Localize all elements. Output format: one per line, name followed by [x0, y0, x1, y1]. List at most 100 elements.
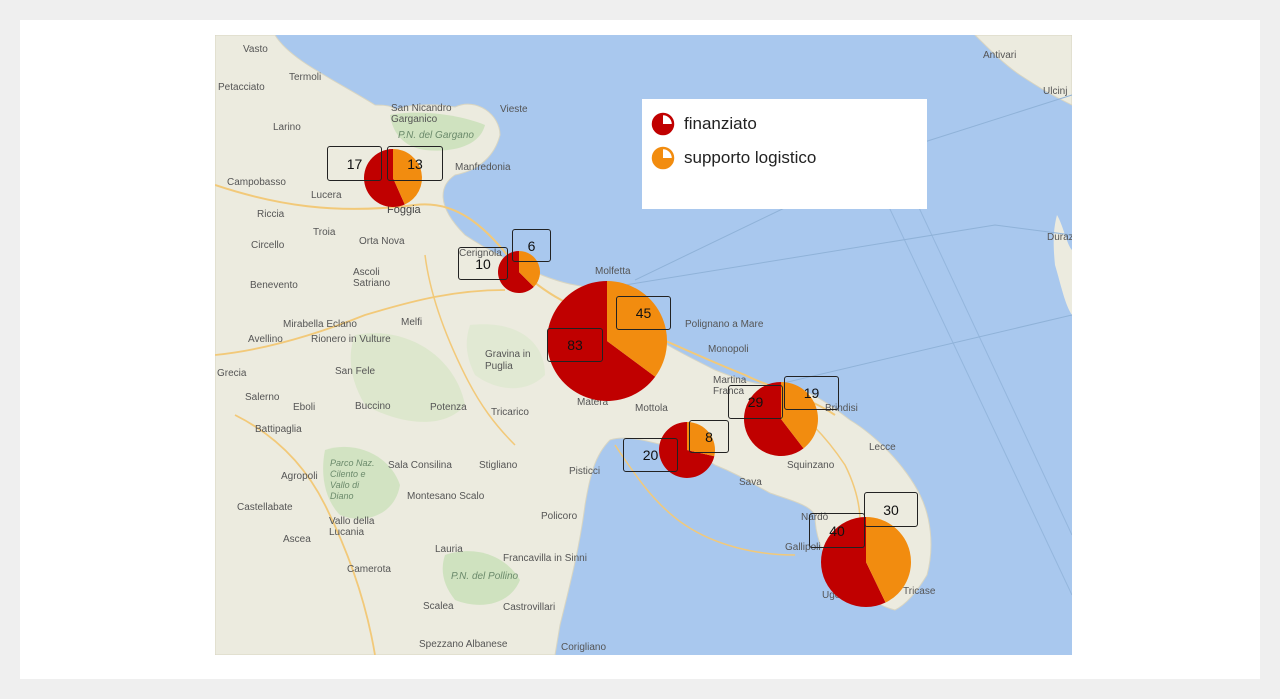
place-label: Tricase	[903, 586, 936, 597]
place-label: Antivari	[983, 50, 1017, 61]
land-albania	[1053, 215, 1072, 315]
place-label: Vallo della Lucania	[329, 516, 375, 538]
place-label: Ulcinj	[1043, 86, 1068, 97]
pie-slice-supporto-logistico	[519, 251, 540, 287]
place-label: Brindisi	[825, 403, 858, 414]
place-label: Scalea	[423, 601, 454, 612]
legend-label: finanziato	[684, 114, 757, 133]
place-label: Parco Naz. Cilento e Vallo di Diano	[330, 458, 375, 501]
legend: finanziato supporto logistico	[642, 99, 927, 209]
pie-slice-supporto-logistico	[687, 422, 715, 457]
place-label: Gravina in Puglia	[485, 349, 531, 372]
place-label: Circello	[251, 240, 285, 251]
place-label: Larino	[273, 122, 301, 133]
place-label: Vasto	[243, 44, 268, 55]
place-label: Riccia	[257, 209, 285, 220]
value-label-supporto: 30	[864, 492, 918, 527]
park-murge	[466, 324, 545, 389]
land-balkans	[974, 35, 1072, 106]
place-label: Squinzano	[787, 460, 835, 471]
place-label: Vieste	[500, 104, 528, 115]
pie-layer	[363, 149, 911, 607]
place-label: Lucera	[311, 190, 342, 201]
value-label-supporto: 19	[784, 376, 839, 410]
value-label-supporto: 6	[512, 229, 551, 262]
place-label: Lecce	[869, 442, 896, 453]
park-basilicata	[350, 333, 465, 422]
place-label: Castrovillari	[503, 602, 556, 613]
place-label: Sala Consilina	[388, 460, 452, 471]
park-cilento	[323, 446, 400, 519]
place-label: Petacciato	[218, 82, 265, 93]
place-label: P.N. del Gargano	[398, 130, 474, 141]
value-label-finanziato: 83	[547, 328, 603, 362]
place-label: Sava	[739, 477, 762, 488]
place-label: Buccino	[355, 401, 391, 412]
place-label: Cerignola	[459, 248, 502, 259]
value-label-supporto: 45	[616, 296, 671, 330]
place-label: Camerota	[347, 564, 391, 575]
map-view[interactable]: Vasto Termoli Petacciato Larino San Nica…	[215, 35, 1072, 655]
place-label: Foggia	[387, 204, 421, 216]
place-label: Policoro	[541, 511, 578, 522]
place-label: Nardò	[801, 512, 829, 523]
pie-legend-icon	[651, 146, 675, 170]
place-label: Spezzano Albanese	[419, 639, 508, 650]
place-label: San Fele	[335, 366, 376, 377]
pie-slice-finanziato	[547, 281, 656, 402]
value-label-finanziato: 29	[728, 385, 783, 419]
value-label-finanziato: 10	[458, 247, 508, 280]
pie-slice-finanziato	[363, 149, 405, 207]
place-label: Mirabella Eclano	[283, 319, 357, 330]
place-label: Orta Nova	[359, 236, 405, 247]
place-label: Termoli	[289, 72, 322, 83]
pie-slice-supporto-logistico	[607, 281, 667, 377]
place-label: Ascea	[283, 534, 311, 545]
value-label-finanziato: 20	[623, 438, 678, 472]
place-label: Lauria	[435, 544, 463, 555]
value-label-supporto: 13	[387, 146, 443, 181]
value-label-finanziato: 17	[327, 146, 382, 181]
place-label: Matera	[577, 397, 609, 408]
place-label: Mottola	[635, 403, 668, 414]
pie-slice-finanziato	[659, 422, 715, 479]
legend-item-supporto-logistico: supporto logistico	[650, 145, 816, 171]
pie-slice-finanziato	[744, 382, 804, 457]
place-label: Rionero in Vulture	[311, 334, 391, 345]
place-label: Montesano Scalo	[407, 491, 485, 502]
legend-item-finanziato: finanziato	[650, 111, 757, 137]
place-label: Campobasso	[227, 177, 286, 188]
place-label: Castellabate	[237, 502, 293, 513]
place-label: Avellino	[248, 334, 283, 345]
legend-label: supporto logistico	[684, 148, 817, 167]
place-label: Battipaglia	[255, 424, 302, 435]
place-label: Stigliano	[479, 460, 518, 471]
pie-slice-supporto-logistico	[866, 517, 911, 603]
place-label: Francavilla in Sinni	[503, 553, 587, 564]
place-label: Troia	[313, 227, 336, 238]
place-label: Durazzo	[1047, 232, 1072, 243]
place-label: San Nicandro Garganico	[391, 103, 452, 125]
place-label: Monopoli	[708, 344, 749, 355]
place-label: Benevento	[250, 280, 298, 291]
place-label: P.N. del Pollino	[451, 571, 519, 582]
pie-legend-icon	[651, 112, 675, 136]
place-label: Grecia	[217, 368, 247, 379]
place-label: Polignano a Mare	[685, 319, 764, 330]
place-label: Gallipoli	[785, 542, 821, 553]
place-label: Molfetta	[595, 266, 631, 277]
pie-slice-supporto-logistico	[781, 382, 819, 449]
place-label: Potenza	[430, 402, 467, 413]
place-label: Corigliano	[561, 642, 607, 653]
value-label-supporto: 8	[689, 420, 729, 453]
pie-slice-finanziato	[498, 251, 534, 293]
value-label-finanziato: 40	[809, 513, 865, 548]
pie-slice-supporto-logistico	[393, 149, 422, 205]
place-label: Manfredonia	[455, 162, 511, 173]
place-label: Pisticci	[569, 466, 601, 477]
place-label: Ascoli Satriano	[353, 267, 391, 289]
place-label: Melfi	[401, 317, 423, 328]
park-pollino	[442, 551, 520, 605]
place-label: Salerno	[245, 392, 280, 403]
pie-slice-finanziato	[821, 517, 886, 607]
